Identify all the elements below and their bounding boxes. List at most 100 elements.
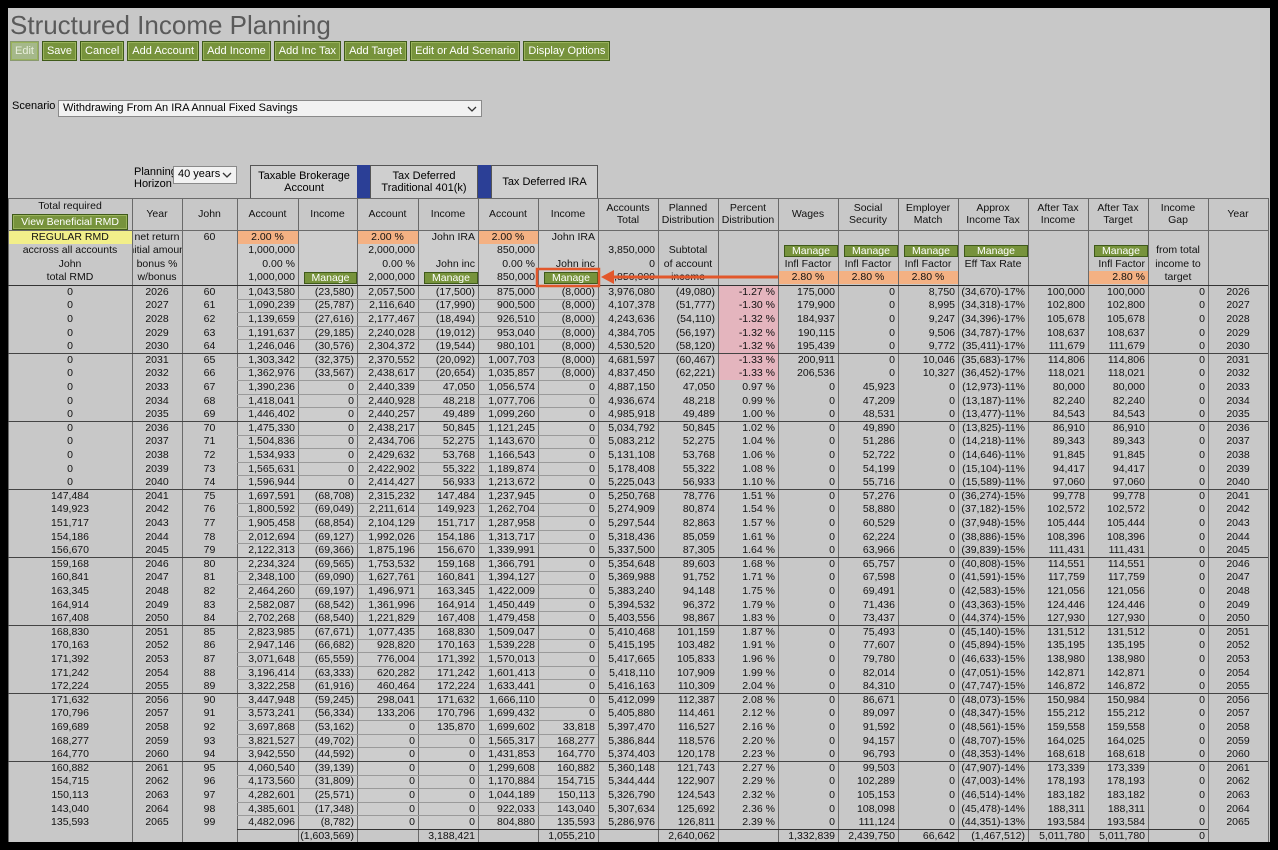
- toolbar-button[interactable]: Add Account: [127, 41, 200, 61]
- manage-button[interactable]: Manage: [784, 244, 838, 257]
- data-cell: 0: [1199, 584, 1205, 597]
- data-cell: 150,984: [1047, 693, 1085, 706]
- data-cell: 1,170,884: [488, 775, 535, 788]
- data-cell: 77: [203, 516, 216, 529]
- data-cell: 105,678: [1107, 312, 1145, 325]
- manage-button[interactable]: Manage: [304, 271, 357, 284]
- data-cell: (8,000): [561, 285, 595, 298]
- column-header: Wages: [791, 208, 825, 220]
- data-cell: 160,882: [557, 761, 595, 774]
- data-cell: 1,077,435: [368, 625, 415, 638]
- data-cell: 1,431,853: [488, 748, 535, 761]
- toolbar-button[interactable]: Save: [41, 41, 78, 61]
- data-cell: 5,225,043: [608, 476, 655, 489]
- view-rmd-button[interactable]: View Beneficial RMD: [12, 214, 128, 230]
- data-cell: 190,115: [797, 326, 835, 339]
- data-cell: 149,923: [51, 503, 89, 516]
- data-cell: 5,374,403: [608, 748, 655, 761]
- data-cell: 1,287,958: [488, 516, 535, 529]
- data-cell: 173,339: [1047, 761, 1085, 774]
- data-cell: 69,491: [862, 584, 895, 597]
- toolbar-button[interactable]: Edit or Add Scenario: [410, 41, 521, 61]
- data-cell: 183,182: [1107, 788, 1145, 801]
- data-cell: 155,212: [1047, 707, 1085, 720]
- row-line: [237, 652, 598, 654]
- data-cell: 1.00 %: [742, 408, 775, 421]
- data-cell: 4,936,674: [608, 394, 655, 407]
- data-cell: 2065: [145, 816, 169, 829]
- data-cell: 0: [67, 367, 73, 380]
- data-cell: 460,464: [377, 680, 415, 693]
- data-cell: 47,050: [442, 380, 475, 393]
- data-cell: 5,386,844: [608, 734, 655, 747]
- data-cell: 94,157: [862, 734, 895, 747]
- toolbar-button[interactable]: Add Income: [202, 41, 271, 61]
- data-cell: 89,343: [1112, 435, 1145, 448]
- manage-button[interactable]: Manage: [544, 271, 598, 284]
- setup-cell: 3,850,000: [608, 244, 655, 257]
- data-cell: 116,527: [677, 720, 715, 733]
- data-cell: 0: [1199, 652, 1205, 665]
- data-cell: 922,033: [497, 802, 535, 815]
- data-cell: 0: [889, 326, 895, 339]
- data-cell: 105,833: [677, 652, 715, 665]
- data-cell: 2,122,313: [248, 544, 295, 557]
- data-cell: 0: [409, 734, 415, 747]
- manage-button[interactable]: Manage: [904, 244, 958, 257]
- data-cell: 2061: [145, 761, 169, 774]
- data-cell: 135,195: [1107, 639, 1145, 652]
- data-cell: 193,584: [1107, 816, 1145, 829]
- data-cell: 82,863: [682, 516, 715, 529]
- data-cell: 5,418,110: [609, 666, 655, 679]
- data-cell: 0: [1199, 748, 1205, 761]
- manage-button[interactable]: Manage: [1094, 244, 1148, 257]
- data-cell: (13,477)-11%: [962, 408, 1025, 421]
- setup-cell: REGULAR RMD: [8, 230, 132, 244]
- data-cell: 0: [409, 788, 415, 801]
- data-cell: 804,880: [497, 816, 535, 829]
- data-cell: 52,275: [682, 435, 715, 448]
- data-cell: 0: [348, 421, 354, 434]
- manage-button[interactable]: Manage: [844, 244, 898, 257]
- manage-button[interactable]: Manage: [964, 244, 1028, 257]
- data-cell: 0: [829, 408, 835, 421]
- data-cell: 1,475,330: [248, 421, 295, 434]
- data-cell: 159,558: [1107, 720, 1145, 733]
- data-cell: 1,361,996: [368, 598, 415, 611]
- horizon-select[interactable]: 40 years: [173, 166, 237, 184]
- data-cell: 0: [589, 448, 595, 461]
- toolbar-button[interactable]: Add Inc Tax: [273, 41, 342, 61]
- data-cell: 4,530,520: [608, 340, 655, 353]
- data-cell: 776,004: [377, 652, 415, 665]
- data-cell: 66: [203, 367, 216, 380]
- total-cell: 1,055,210: [548, 829, 595, 842]
- data-cell: 99: [203, 816, 216, 829]
- data-cell: 0: [589, 598, 595, 611]
- column-line: [8, 198, 9, 842]
- data-cell: 63,966: [862, 544, 895, 557]
- data-cell: 2032: [1226, 367, 1250, 380]
- data-cell: 4,107,378: [608, 299, 655, 312]
- total-cell: 1,332,839: [788, 829, 835, 842]
- manage-button[interactable]: Manage: [424, 271, 478, 284]
- data-cell: 2035: [145, 408, 169, 421]
- row-line: [237, 475, 598, 477]
- data-cell: 118,576: [677, 734, 715, 747]
- data-cell: (63,333): [314, 666, 354, 679]
- toolbar-button[interactable]: Display Options: [523, 41, 611, 61]
- scenario-select[interactable]: Withdrawing From An IRA Annual Fixed Sav…: [58, 100, 482, 117]
- data-cell: (36,274)-15%: [961, 489, 1025, 502]
- group-line: [8, 421, 1268, 422]
- data-cell: 151,717: [437, 516, 475, 529]
- data-cell: 1,299,608: [488, 761, 535, 774]
- data-cell: 164,770: [557, 748, 595, 761]
- data-cell: (48,353)-14%: [961, 748, 1025, 761]
- toolbar-button[interactable]: Cancel: [80, 41, 125, 61]
- column-line: [478, 198, 479, 842]
- toolbar-button[interactable]: Add Target: [344, 41, 408, 61]
- column-header: Income Gap: [1160, 202, 1196, 226]
- data-cell: (35,683)-17%: [961, 353, 1025, 366]
- data-cell: 86: [203, 639, 216, 652]
- data-cell: 142,871: [1047, 666, 1085, 679]
